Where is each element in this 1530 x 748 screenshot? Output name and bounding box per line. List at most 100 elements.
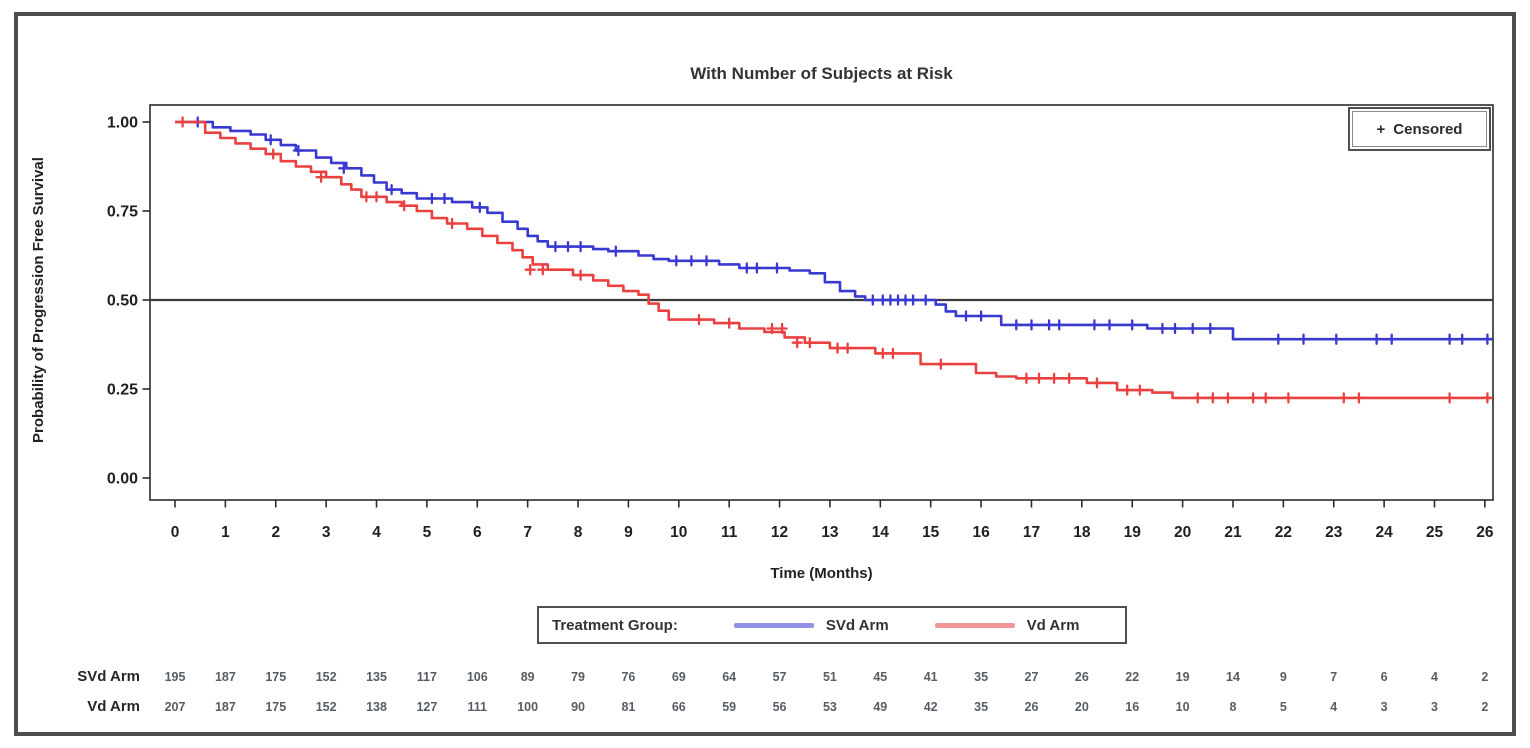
at-risk-value: 207 — [164, 700, 186, 714]
legend-line-vd-icon — [934, 622, 1015, 628]
at-risk-value: 26 — [1074, 670, 1089, 684]
at-risk-value: 26 — [1024, 700, 1039, 714]
x-tick-label: 7 — [523, 524, 532, 541]
at-risk-value: 2 — [1481, 700, 1489, 714]
at-risk-value: 35 — [974, 670, 989, 684]
at-risk-value: 117 — [416, 670, 437, 684]
x-tick-label: 2 — [271, 524, 280, 541]
at-risk-row-label: SVd Arm — [77, 668, 140, 685]
censored-legend-label: Censored — [1393, 120, 1463, 138]
x-tick-label: 0 — [171, 524, 180, 541]
x-tick-label: 6 — [473, 524, 482, 541]
at-risk-value: 90 — [571, 700, 585, 714]
x-tick-label: 10 — [670, 524, 687, 541]
at-risk-value: 64 — [722, 670, 737, 684]
at-risk-value: 3 — [1380, 700, 1388, 714]
at-risk-value: 57 — [772, 670, 787, 684]
at-risk-value: 56 — [772, 700, 787, 714]
at-risk-value: 175 — [265, 670, 287, 684]
plot-frame — [149, 104, 1494, 501]
at-risk-value: 2 — [1481, 670, 1489, 684]
at-risk-value: 41 — [923, 670, 938, 684]
treatment-legend: Treatment Group: SVd Arm Vd Arm — [537, 606, 1127, 644]
at-risk-value: 135 — [366, 670, 387, 684]
x-tick-label: 13 — [821, 524, 839, 541]
at-risk-value: 175 — [265, 700, 287, 714]
x-tick-label: 22 — [1275, 524, 1292, 541]
at-risk-value: 22 — [1125, 670, 1140, 684]
treatment-legend-title: Treatment Group: — [552, 616, 678, 634]
at-risk-value: 14 — [1226, 670, 1240, 684]
x-tick-label: 20 — [1174, 524, 1191, 541]
at-risk-row-label: Vd Arm — [87, 698, 140, 715]
x-tick-label: 19 — [1124, 524, 1142, 541]
at-risk-value: 19 — [1175, 670, 1190, 684]
x-tick-label: 8 — [574, 524, 583, 541]
at-risk-value: 127 — [416, 700, 438, 714]
x-tick-label: 25 — [1426, 524, 1444, 541]
x-tick-label: 23 — [1325, 524, 1343, 541]
at-risk-value: 69 — [671, 670, 686, 684]
at-risk-value: 6 — [1380, 670, 1388, 684]
at-risk-value: 49 — [873, 700, 888, 714]
censor-marks-svd — [192, 116, 1494, 345]
x-tick-label: 5 — [423, 524, 432, 541]
at-risk-value: 89 — [520, 670, 535, 684]
censor-marks-vd — [176, 116, 1494, 404]
at-risk-value: 138 — [366, 700, 387, 714]
x-tick-label: 3 — [322, 524, 331, 541]
chart-title: With Number of Subjects at Risk — [690, 64, 953, 83]
at-risk-value: 3 — [1431, 700, 1438, 714]
y-tick-label: 0.00 — [107, 471, 138, 488]
x-tick-label: 17 — [1023, 524, 1040, 541]
at-risk-value: 10 — [1175, 700, 1190, 714]
at-risk-value: 152 — [315, 700, 337, 714]
y-tick-label: 0.25 — [107, 382, 138, 399]
at-risk-value: 66 — [671, 700, 686, 714]
at-risk-value: 59 — [722, 700, 737, 714]
censored-legend: + Censored — [1348, 107, 1491, 151]
y-tick-label: 1.00 — [107, 115, 138, 132]
at-risk-value: 35 — [974, 700, 989, 714]
censor-plus-icon: + — [1376, 120, 1386, 138]
y-tick-label: 0.75 — [107, 204, 138, 221]
x-tick-label: 4 — [372, 524, 381, 541]
at-risk-value: 100 — [517, 700, 539, 714]
at-risk-value: 8 — [1229, 700, 1237, 714]
at-risk-value: 79 — [571, 670, 585, 684]
survival-curve-vd — [175, 120, 1493, 400]
legend-label-vd: Vd Arm — [1026, 616, 1080, 634]
at-risk-value: 4 — [1330, 700, 1338, 714]
at-risk-value: 106 — [466, 670, 488, 684]
x-tick-label: 18 — [1073, 524, 1091, 541]
x-axis-title: Time (Months) — [770, 565, 873, 582]
at-risk-value: 20 — [1074, 700, 1089, 714]
figure-border — [14, 12, 1516, 736]
at-risk-value: 16 — [1125, 700, 1140, 714]
x-tick-label: 12 — [771, 524, 788, 541]
legend-line-svd-icon — [733, 622, 814, 628]
at-risk-value: 7 — [1330, 670, 1338, 684]
x-tick-label: 16 — [972, 524, 990, 541]
x-tick-label: 9 — [624, 524, 633, 541]
censored-legend-inner: + Censored — [1352, 111, 1487, 147]
at-risk-value: 187 — [214, 700, 236, 714]
survival-curve-svd — [175, 120, 1493, 341]
at-risk-value: 76 — [621, 670, 636, 684]
x-tick-label: 1 — [221, 524, 230, 541]
y-axis-title: Probability of Progression Free Survival — [30, 157, 47, 443]
at-risk-value: 4 — [1431, 670, 1438, 684]
x-tick-label: 26 — [1476, 524, 1494, 541]
at-risk-value: 27 — [1024, 670, 1039, 684]
at-risk-value: 5 — [1279, 700, 1287, 714]
x-tick-label: 14 — [872, 524, 890, 541]
at-risk-value: 9 — [1279, 670, 1287, 684]
at-risk-value: 187 — [214, 670, 236, 684]
x-tick-label: 15 — [922, 524, 940, 541]
at-risk-value: 42 — [923, 700, 938, 714]
x-tick-label: 24 — [1375, 524, 1393, 541]
at-risk-value: 81 — [621, 700, 636, 714]
at-risk-value: 53 — [822, 700, 837, 714]
at-risk-value: 152 — [315, 670, 337, 684]
